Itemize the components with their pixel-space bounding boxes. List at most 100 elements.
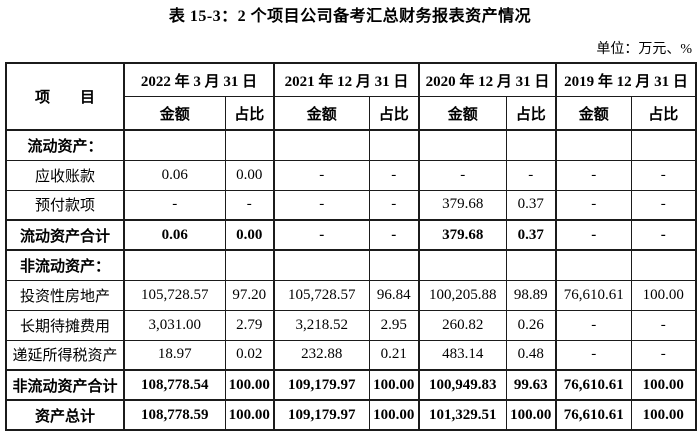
ratio-header: 占比 (505, 96, 557, 131)
row-label: 预付款项 (5, 189, 125, 221)
ratio-cell: - (630, 189, 697, 221)
date-column-header: 2020 年 12 月 31 日 (418, 62, 557, 97)
ratio-cell: 100.00 (224, 369, 275, 401)
header-row-dates: 项 目 2022 年 3 月 31 日 2021 年 12 月 31 日 202… (5, 62, 697, 131)
amount-cell: 109,179.97 (273, 399, 370, 431)
ratio-cell: 98.89 (505, 279, 557, 311)
table-row: 应收账款 0.06 0.00- - - - - - (5, 159, 697, 191)
row-label: 流动资产： (5, 129, 125, 161)
ratio-cell: 0.00 (224, 159, 275, 191)
amount-cell: 76,610.61 (555, 369, 632, 401)
ratio-cell: - (368, 159, 420, 191)
amount-cell: 76,610.61 (555, 399, 632, 431)
amount-cell: - (555, 339, 632, 371)
ratio-cell: - (630, 339, 697, 371)
ratio-header: 占比 (224, 96, 275, 131)
amount-cell: 232.88 (273, 339, 370, 371)
amount-cell (273, 129, 370, 161)
ratio-cell: - (630, 309, 697, 341)
date-column-header: 2021 年 12 月 31 日 (273, 62, 420, 97)
row-label: 应收账款 (5, 159, 125, 191)
table-row: 预付款项 - - - -379.68 0.37- - (5, 189, 697, 221)
ratio-cell: 100.00 (505, 399, 557, 431)
amount-cell: 260.82 (418, 309, 507, 341)
ratio-cell: 100.00 (224, 399, 275, 431)
ratio-cell: 100.00 (630, 399, 697, 431)
amount-cell: 3,031.00 (123, 309, 226, 341)
amount-cell (273, 249, 370, 281)
amount-cell: 108,778.54 (123, 369, 226, 401)
amount-cell: - (273, 189, 370, 221)
ratio-cell: 0.21 (368, 339, 420, 371)
ratio-cell (224, 249, 275, 281)
amount-header: 金额 (273, 96, 370, 131)
amount-cell: - (555, 219, 632, 251)
amount-header: 金额 (555, 96, 632, 131)
amount-cell: - (555, 309, 632, 341)
table-row: 流动资产合计 0.06 0.00- -379.68 0.37- - (5, 219, 697, 251)
ratio-cell: 97.20 (224, 279, 275, 311)
amount-cell: 3,218.52 (273, 309, 370, 341)
ratio-cell: 2.95 (368, 309, 420, 341)
ratio-cell (505, 249, 557, 281)
table-title: 表 15-3：2 个项目公司备考汇总财务报表资产情况 (168, 8, 532, 25)
table-row: 长期待摊费用 3,031.00 2.79 3,218.52 2.95 260.82 0.26… (5, 309, 697, 341)
amount-cell (123, 249, 226, 281)
amount-cell (555, 249, 632, 281)
ratio-cell (224, 129, 275, 161)
unit-label: 单位：万元、% (596, 42, 692, 57)
ratio-cell: - (505, 159, 557, 191)
amount-cell: 105,728.57 (273, 279, 370, 311)
amount-cell: - (273, 159, 370, 191)
item-column-header: 项 目 (5, 62, 125, 131)
ratio-cell: 0.37 (505, 189, 557, 221)
ratio-header: 占比 (630, 96, 697, 131)
ratio-cell: 100.00 (630, 369, 697, 401)
amount-cell: 76,610.61 (555, 279, 632, 311)
amount-cell (123, 129, 226, 161)
table-body: 流动资产： 应收账款 0.06 0.00- - - - - - 预付款项 - - - -379.68 0.3… (5, 129, 697, 431)
ratio-cell: 99.63 (505, 369, 557, 401)
table-header: 项 目 2022 年 3 月 31 日 2021 年 12 月 31 日 202… (5, 62, 697, 131)
ratio-cell: 0.48 (505, 339, 557, 371)
amount-cell: 18.97 (123, 339, 226, 371)
ratio-cell: 100.00 (368, 399, 420, 431)
amount-cell: 0.06 (123, 219, 226, 251)
ratio-cell: 0.26 (505, 309, 557, 341)
amount-header: 金额 (418, 96, 507, 131)
amount-cell: - (555, 159, 632, 191)
row-label: 流动资产合计 (5, 219, 125, 251)
ratio-cell: - (368, 219, 420, 251)
amount-cell: - (273, 219, 370, 251)
table-row: 非流动资产： (5, 249, 697, 281)
ratio-cell (630, 249, 697, 281)
header-row-subheaders: 金额 占比 金额 占比 金额 占比 金额 占比 (6, 96, 697, 131)
amount-header: 金额 (123, 96, 226, 131)
ratio-cell: 0.02 (224, 339, 275, 371)
ratio-cell: 96.84 (368, 279, 420, 311)
ratio-cell (368, 129, 420, 161)
amount-cell: - (555, 189, 632, 221)
amount-cell: 0.06 (123, 159, 226, 191)
date-column-header: 2022 年 3 月 31 日 (122, 62, 275, 97)
ratio-cell: 0.37 (505, 219, 557, 251)
date-column-header: 2019 年 12 月 31 日 (555, 62, 697, 97)
row-label: 投资性房地产 (5, 279, 125, 311)
row-label: 非流动资产合计 (5, 369, 125, 401)
row-label: 递延所得税资产 (5, 339, 125, 371)
ratio-cell: - (224, 189, 275, 221)
ratio-cell: - (368, 189, 420, 221)
amount-cell: 379.68 (418, 189, 507, 221)
table-row: 流动资产： (5, 129, 697, 161)
ratio-cell (505, 129, 557, 161)
amount-cell (555, 129, 632, 161)
ratio-cell (630, 129, 697, 161)
ratio-cell: 2.79 (224, 309, 275, 341)
amount-cell: 108,778.59 (123, 399, 226, 431)
amount-cell: 100,949.83 (418, 369, 507, 401)
table-row: 递延所得税资产 18.97 0.02 232.88 0.21 483.14 0.48- - (5, 339, 697, 371)
row-label: 长期待摊费用 (5, 309, 125, 341)
ratio-cell (368, 249, 420, 281)
amount-cell: 109,179.97 (273, 369, 370, 401)
